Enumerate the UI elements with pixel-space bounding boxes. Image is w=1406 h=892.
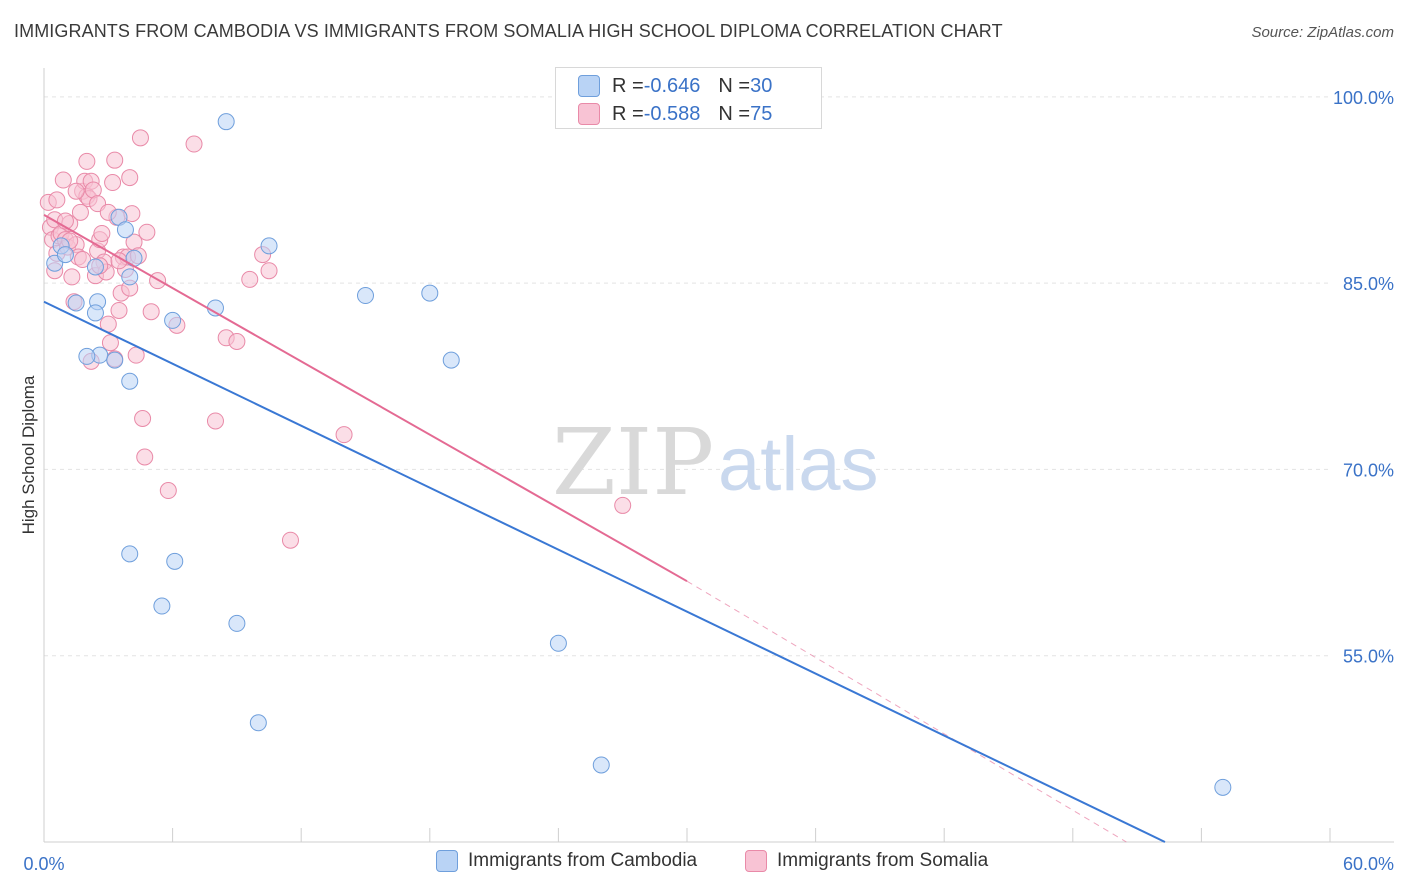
stats-row-somalia: R = -0.588 N = 75: [578, 101, 772, 127]
legend-item-cambodia[interactable]: Immigrants from Cambodia: [436, 850, 697, 872]
legend-label-somalia: Immigrants from Somalia: [777, 850, 989, 871]
somalia-swatch: [578, 103, 600, 125]
somalia-point: [54, 171, 72, 189]
cambodia-trend-line: [43, 300, 1166, 843]
somalia-point: [78, 152, 96, 170]
y-tick-label: 85.0%: [1343, 274, 1394, 294]
cambodia-point: [121, 268, 139, 286]
cambodia-point: [592, 756, 610, 774]
cambodia-point: [86, 304, 104, 322]
r-label: R =: [612, 74, 644, 97]
somalia-point: [121, 169, 139, 187]
cambodia-point: [249, 714, 267, 732]
cambodia-point: [164, 311, 182, 329]
somalia-point: [281, 531, 299, 549]
r-label: R =: [612, 102, 644, 125]
watermark-zip: ZIP: [552, 409, 714, 516]
cambodia-point: [121, 372, 139, 390]
somalia-trend-line: [43, 213, 688, 583]
legend-label-cambodia: Immigrants from Cambodia: [468, 850, 698, 871]
stats-row-cambodia: R = -0.646 N = 30: [578, 73, 772, 99]
somalia-point: [134, 410, 152, 427]
r-value: -0.646: [643, 74, 701, 97]
somalia-point: [185, 135, 203, 153]
somalia-point: [104, 174, 122, 192]
cambodia-point: [106, 351, 124, 369]
cambodia-point: [56, 246, 74, 264]
series-cambodia-points: [46, 113, 1232, 796]
somalia-point: [110, 301, 128, 319]
somalia-point: [93, 224, 111, 242]
cambodia-point: [217, 113, 235, 131]
somalia-point: [241, 270, 259, 288]
stats-legend: R = -0.646 N = 30 R = -0.588 N = 75: [555, 67, 822, 129]
legend-swatch-cambodia: [436, 850, 458, 872]
watermark-atlas: atlas: [718, 422, 879, 507]
somalia-point: [138, 223, 156, 241]
cambodia-point: [166, 552, 184, 570]
somalia-point: [142, 303, 160, 321]
chart-title: IMMIGRANTS FROM CAMBODIA VS IMMIGRANTS F…: [14, 21, 1003, 41]
cambodia-point: [549, 634, 567, 652]
somalia-point: [131, 129, 149, 147]
n-label: N =: [718, 74, 751, 97]
y-tick-label: 55.0%: [1343, 647, 1394, 667]
cambodia-point: [421, 284, 439, 302]
somalia-point: [67, 182, 85, 200]
cambodia-point: [121, 545, 139, 563]
cambodia-point: [442, 351, 460, 369]
cambodia-point: [116, 221, 134, 239]
somalia-point: [614, 496, 632, 514]
legend-swatch-somalia: [745, 850, 767, 872]
legend-item-somalia[interactable]: Immigrants from Somalia: [745, 850, 988, 872]
grid-lines: [44, 96, 1330, 657]
series-legend: Immigrants from Cambodia Immigrants from…: [0, 850, 1406, 880]
y-tick-label: 100.0%: [1333, 88, 1394, 108]
tick-labels: 55.0% 70.0% 85.0% 100.0% 0.0% 60.0%: [23, 88, 1394, 874]
somalia-point: [228, 333, 246, 350]
cambodia-point: [153, 597, 171, 615]
somalia-point: [63, 268, 81, 286]
x-tick-label: 60.0%: [1343, 854, 1394, 874]
somalia-point: [136, 448, 154, 466]
somalia-point: [74, 251, 92, 269]
r-value: -0.588: [643, 102, 701, 125]
trend-lines: [43, 213, 1166, 843]
somalia-point: [106, 151, 124, 169]
cambodia-point: [357, 287, 374, 305]
series-somalia-points: [39, 129, 632, 549]
source-label: Source: ZipAtlas.com: [1251, 24, 1394, 41]
n-label: N =: [718, 102, 751, 125]
cambodia-point: [86, 258, 104, 276]
somalia-point: [71, 203, 89, 221]
n-value: 75: [750, 102, 773, 125]
y-axis-label: High School Diploma: [19, 375, 38, 535]
somalia-point: [260, 262, 278, 280]
cambodia-point: [1214, 778, 1232, 796]
cambodia-swatch: [578, 75, 600, 97]
cambodia-point: [260, 237, 278, 255]
x-tick-label: 0.0%: [23, 854, 64, 874]
cambodia-point: [228, 614, 246, 632]
cambodia-point: [78, 347, 96, 365]
somalia-point: [335, 426, 353, 444]
somalia-point: [206, 412, 224, 430]
n-value: 30: [750, 74, 773, 97]
cambodia-point: [67, 294, 85, 312]
somalia-point: [48, 191, 66, 209]
y-tick-label: 70.0%: [1343, 460, 1394, 480]
somalia-point: [159, 482, 177, 500]
watermark: ZIP atlas: [552, 409, 879, 516]
somalia-trend-extension: [686, 580, 1127, 843]
